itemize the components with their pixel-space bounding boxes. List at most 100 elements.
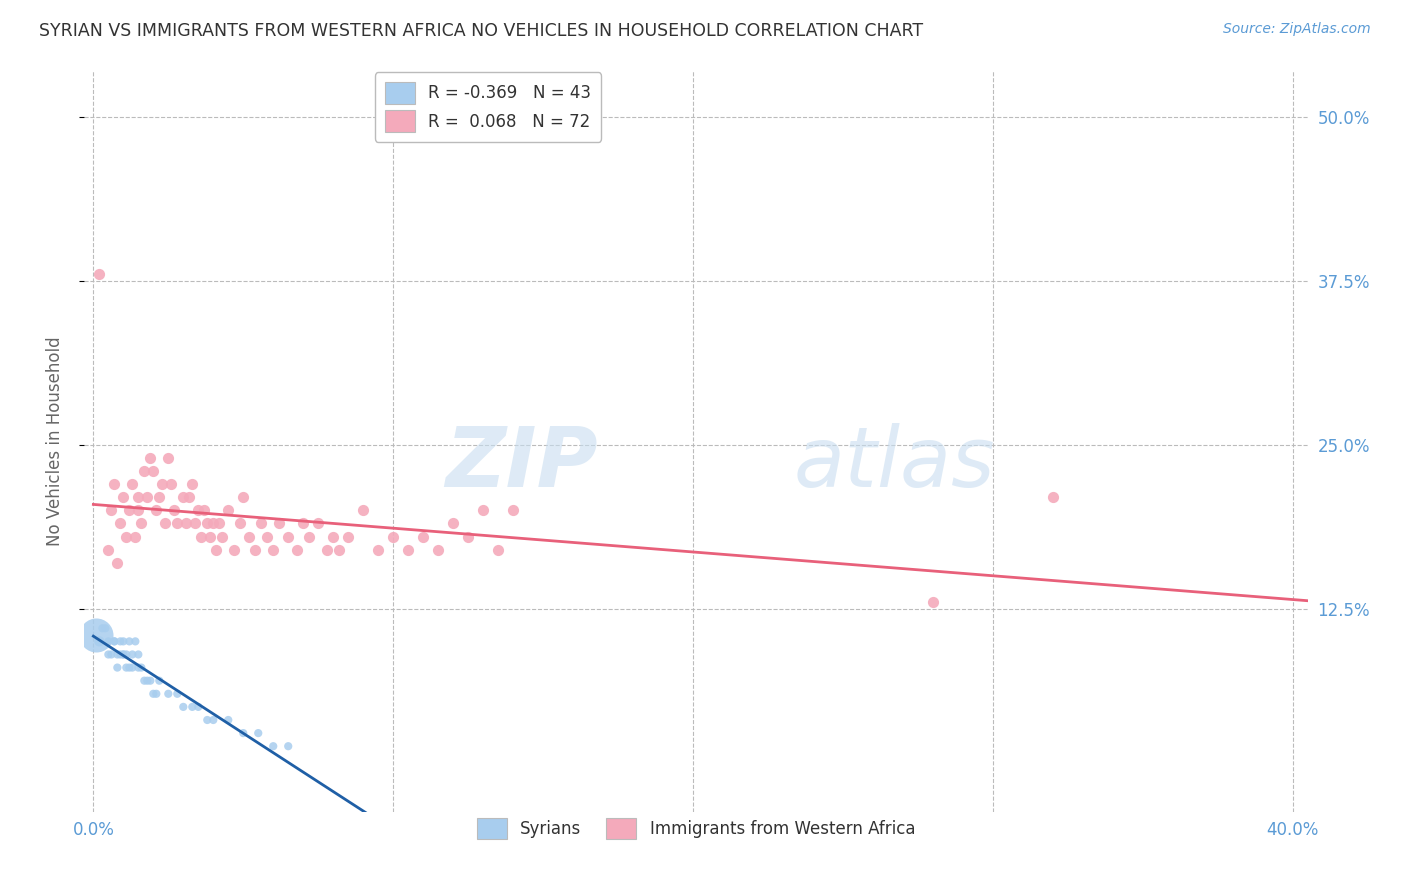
Point: [187, 699, 209, 714]
Point: [97, 634, 120, 648]
Point: [184, 516, 207, 531]
Point: [124, 634, 146, 648]
Point: [224, 542, 246, 557]
Point: [322, 530, 344, 544]
Point: [157, 450, 180, 465]
Point: [269, 516, 291, 531]
Point: [181, 699, 204, 714]
Point: [105, 556, 128, 570]
Point: [193, 503, 215, 517]
Point: [145, 503, 167, 517]
Point: [112, 648, 135, 662]
Point: [127, 648, 149, 662]
Point: [148, 490, 170, 504]
Point: [110, 634, 132, 648]
Point: [352, 503, 374, 517]
Point: [229, 516, 252, 531]
Point: [112, 634, 135, 648]
Point: [136, 673, 159, 688]
Point: [166, 516, 188, 531]
Point: [121, 660, 143, 674]
Point: [155, 516, 177, 531]
Point: [112, 490, 135, 504]
Point: [100, 648, 122, 662]
Point: [124, 530, 146, 544]
Point: [238, 530, 260, 544]
Point: [115, 660, 138, 674]
Point: [217, 503, 239, 517]
Point: [441, 516, 464, 531]
Point: [121, 477, 143, 491]
Point: [89, 268, 111, 282]
Point: [262, 739, 284, 754]
Point: [457, 530, 479, 544]
Point: [100, 503, 122, 517]
Point: [166, 687, 188, 701]
Point: [256, 530, 278, 544]
Point: [118, 634, 141, 648]
Point: [245, 542, 267, 557]
Point: [195, 516, 218, 531]
Point: [115, 648, 138, 662]
Point: [328, 542, 350, 557]
Point: [427, 542, 450, 557]
Point: [200, 530, 222, 544]
Point: [262, 542, 284, 557]
Point: [118, 503, 141, 517]
Point: [97, 542, 120, 557]
Point: [142, 464, 165, 478]
Point: [89, 634, 111, 648]
Point: [232, 490, 254, 504]
Point: [208, 516, 231, 531]
Point: [131, 516, 153, 531]
Point: [205, 542, 228, 557]
Point: [118, 660, 141, 674]
Point: [127, 490, 149, 504]
Point: [110, 516, 132, 531]
Point: [172, 699, 194, 714]
Point: [187, 503, 209, 517]
Point: [307, 516, 329, 531]
Text: atlas: atlas: [794, 423, 995, 504]
Point: [160, 477, 183, 491]
Point: [91, 621, 114, 635]
Point: [103, 477, 125, 491]
Point: [337, 530, 360, 544]
Point: [211, 530, 233, 544]
Legend: Syrians, Immigrants from Western Africa: Syrians, Immigrants from Western Africa: [468, 810, 924, 847]
Text: ZIP: ZIP: [446, 423, 598, 504]
Point: [142, 687, 165, 701]
Point: [103, 634, 125, 648]
Point: [367, 542, 389, 557]
Point: [412, 530, 434, 544]
Text: Source: ZipAtlas.com: Source: ZipAtlas.com: [1223, 22, 1371, 37]
Point: [190, 530, 212, 544]
Point: [150, 477, 173, 491]
Point: [921, 595, 943, 609]
Point: [103, 634, 125, 648]
Point: [1042, 490, 1064, 504]
Point: [316, 542, 339, 557]
Point: [250, 516, 273, 531]
Point: [217, 713, 239, 727]
Point: [277, 530, 299, 544]
Point: [139, 450, 162, 465]
Point: [136, 490, 159, 504]
Point: [110, 648, 132, 662]
Point: [232, 726, 254, 740]
Point: [292, 516, 315, 531]
Point: [148, 673, 170, 688]
Point: [94, 621, 117, 635]
Point: [157, 687, 180, 701]
Point: [502, 503, 524, 517]
Point: [172, 490, 194, 504]
Point: [285, 542, 308, 557]
Point: [112, 648, 135, 662]
Point: [181, 477, 204, 491]
Point: [115, 530, 138, 544]
Point: [86, 628, 108, 642]
Point: [247, 726, 270, 740]
Point: [127, 660, 149, 674]
Point: [121, 648, 143, 662]
Point: [145, 687, 167, 701]
